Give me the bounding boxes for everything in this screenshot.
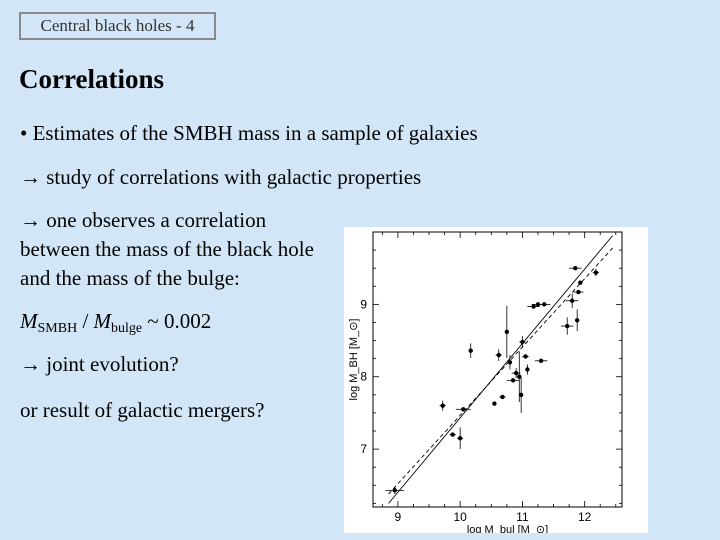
- data-point: [450, 432, 455, 437]
- eq-sub-smbh: SMBH: [37, 321, 78, 336]
- scatter-plot: 9 10 11 12 7 8 9 log M_bul [M_⊙] log M_BH [M_⊙]: [348, 231, 623, 533]
- data-point: [510, 378, 516, 383]
- x-tick-label: 9: [395, 510, 402, 524]
- data-point: [500, 394, 505, 400]
- data-point: [570, 298, 575, 303]
- solid-fit-line: [388, 235, 614, 504]
- data-point: [457, 436, 463, 441]
- x-axis-label: log M_bul [M_⊙]: [467, 524, 548, 533]
- data-point: [504, 329, 510, 335]
- slide-title: Correlations: [19, 64, 164, 94]
- y-tick-label: 7: [360, 442, 367, 456]
- eq-m-smbh: M: [20, 309, 38, 333]
- data-point: [513, 370, 519, 376]
- data-point: [525, 367, 530, 372]
- data-point: [531, 304, 536, 309]
- mass-ratio-equation: MSMBH / Mbulge ~ 0.002: [20, 309, 211, 337]
- data-point: [507, 360, 513, 365]
- bullet-correlation: → one observes a correlation between the…: [20, 208, 314, 290]
- y-tick-label: 8: [360, 370, 367, 384]
- data-point: [574, 318, 580, 323]
- eq-ratio-value: ~ 0.002: [142, 309, 212, 333]
- data-point: [496, 352, 501, 358]
- bullet-mergers: or result of galactic mergers?: [20, 398, 265, 422]
- data-point: [573, 265, 578, 271]
- bullet-joint-evolution: → joint evolution?: [20, 352, 179, 376]
- eq-sub-bulge: bulge: [111, 321, 143, 336]
- dashed-fit-line: [388, 247, 613, 495]
- data-point: [523, 354, 528, 359]
- data-point: [461, 407, 466, 412]
- data-point: [538, 358, 544, 364]
- x-tick-label: 10: [453, 510, 467, 524]
- mbh-mbulge-figure: 9 10 11 12 7 8 9 log M_bul [M_⊙] log M_BH [M_⊙]: [344, 227, 648, 533]
- data-point: [518, 392, 524, 398]
- y-axis-label: log M_BH [M_⊙]: [348, 319, 360, 401]
- eq-m-bulge: M: [93, 309, 112, 333]
- bullet-estimates: • Estimates of the SMBH mass in a sample…: [20, 121, 478, 145]
- data-point: [541, 302, 547, 307]
- data-point: [492, 401, 497, 406]
- data-point: [565, 323, 570, 329]
- eq-slash: /: [77, 309, 94, 333]
- data-point: [576, 289, 581, 295]
- data-point: [392, 488, 397, 493]
- x-tick-label: 12: [578, 510, 592, 524]
- data-point: [517, 374, 522, 379]
- bullet-study: → study of correlations with galactic pr…: [20, 165, 422, 189]
- data-point: [520, 339, 525, 345]
- y-tick-label: 9: [360, 297, 367, 311]
- data-point: [578, 280, 583, 285]
- plot-frame: [372, 231, 623, 508]
- data-point: [440, 403, 445, 408]
- slide-tag: Central black holes - 4: [19, 12, 216, 40]
- x-tick-label: 11: [516, 510, 529, 524]
- data-point: [468, 348, 473, 353]
- data-point: [593, 270, 599, 275]
